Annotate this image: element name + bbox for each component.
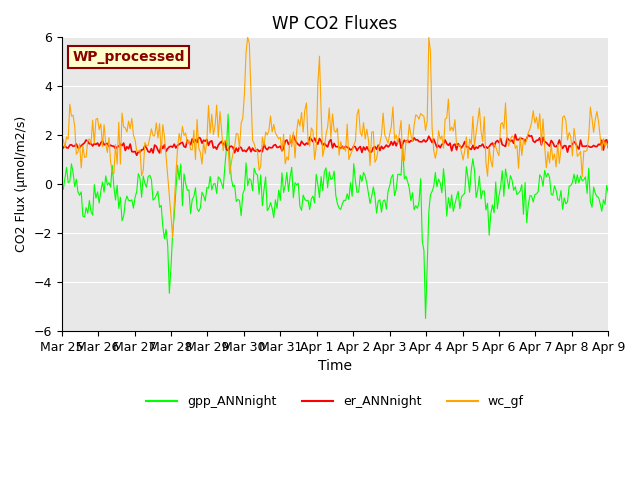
Line: gpp_ANNnight: gpp_ANNnight [61,114,608,318]
wc_gf [508,133,516,139]
er_ANNnight [604,144,612,150]
gpp_ANNnight [58,184,65,190]
Title: WP CO2 Fluxes: WP CO2 Fluxes [273,15,397,33]
gpp_ANNnight [422,315,429,321]
Legend: gpp_ANNnight, er_ANNnight, wc_gf: gpp_ANNnight, er_ANNnight, wc_gf [141,390,529,413]
gpp_ANNnight [221,164,228,170]
er_ANNnight [58,146,65,152]
er_ANNnight [223,146,230,152]
er_ANNnight [511,132,519,137]
wc_gf [180,132,188,138]
gpp_ANNnight [65,180,72,186]
gpp_ANNnight [508,177,516,183]
wc_gf [604,144,612,150]
er_ANNnight [507,138,515,144]
X-axis label: Time: Time [318,359,352,373]
wc_gf [65,136,72,142]
er_ANNnight [65,145,72,151]
wc_gf [368,129,376,135]
er_ANNnight [133,153,141,158]
wc_gf [169,235,177,240]
wc_gf [244,35,252,40]
Text: WP_processed: WP_processed [72,50,185,64]
Line: er_ANNnight: er_ANNnight [61,134,608,156]
gpp_ANNnight [366,201,374,206]
gpp_ANNnight [179,203,186,209]
gpp_ANNnight [224,111,232,117]
gpp_ANNnight [604,190,612,196]
er_ANNnight [366,149,374,155]
wc_gf [58,142,65,147]
wc_gf [223,137,230,143]
er_ANNnight [515,137,522,143]
Y-axis label: CO2 Flux (μmol/m2/s): CO2 Flux (μmol/m2/s) [15,116,28,252]
Line: wc_gf: wc_gf [61,37,608,238]
wc_gf [515,166,522,171]
gpp_ANNnight [515,190,522,196]
er_ANNnight [180,144,188,149]
